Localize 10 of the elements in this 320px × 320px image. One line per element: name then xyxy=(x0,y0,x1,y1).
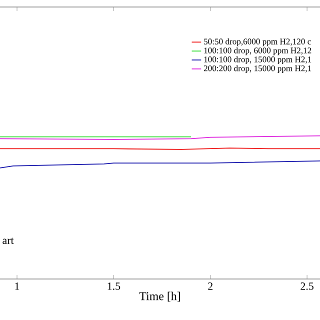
x-tick-label: 2 xyxy=(208,282,213,290)
legend-label: 100:100 drop, 15000 ppm H2,1 xyxy=(204,56,312,64)
x-tick-label: 2.5 xyxy=(300,282,314,290)
x-tick-label: 1.5 xyxy=(108,282,120,290)
x-tick-label: 1 xyxy=(15,282,20,290)
legend-label: 50:50 drop,6000 ppm H2,120 c xyxy=(204,38,311,46)
legend-label: 100:100 drop, 6000 ppm H2,12 xyxy=(204,47,312,56)
annotation: art xyxy=(2,238,14,244)
x-axis-title: Time [h] xyxy=(139,292,180,302)
legend-label: 200:200 drop, 15000 ppm H2,1 xyxy=(204,65,312,73)
